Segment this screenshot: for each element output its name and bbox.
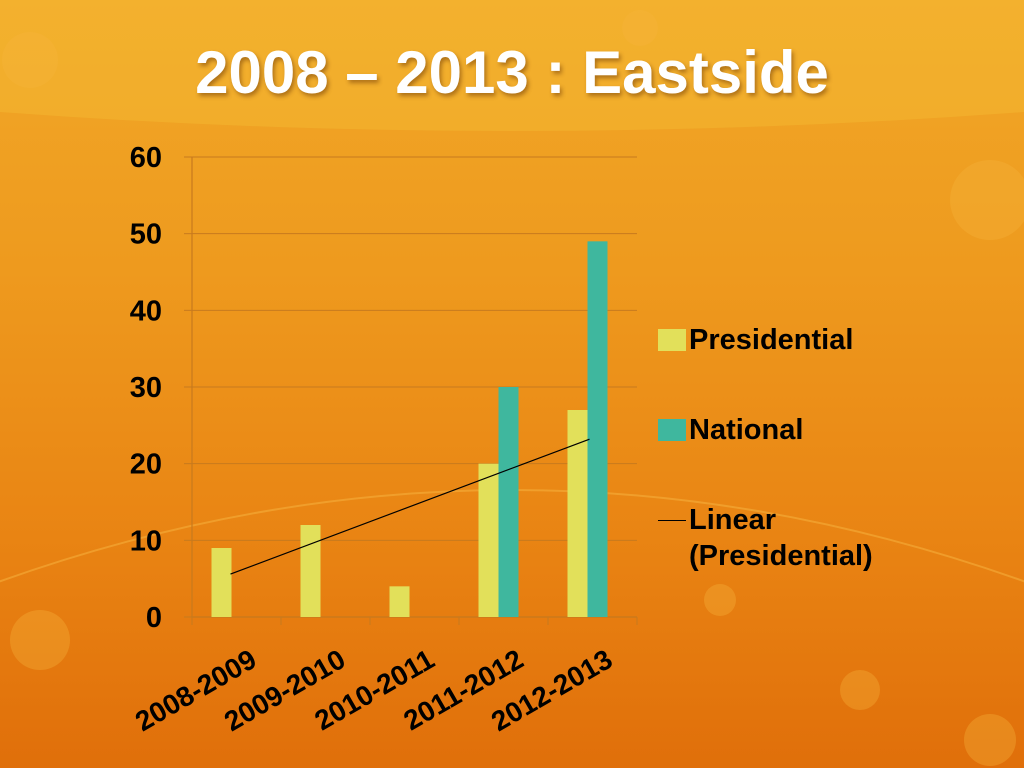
y-tick-label: 30 <box>130 372 162 404</box>
axes <box>191 157 638 625</box>
bar-presidential-2012-2013 <box>567 410 588 617</box>
y-axis-tick-labels: 0 10 20 30 40 50 60 <box>130 142 162 634</box>
bars <box>211 241 608 618</box>
x-axis-tick-labels: 2008-20092009-20102010-20112011-20122012… <box>130 643 617 737</box>
legend-label-linear: Linear (Presidential) <box>689 504 873 572</box>
bar-national-2011-2012 <box>498 387 519 617</box>
bar-presidential-2011-2012 <box>478 463 499 617</box>
legend-swatch-presidential <box>658 329 686 351</box>
legend-swatch-linear <box>658 520 686 521</box>
legend-swatch-national <box>658 419 686 441</box>
y-tick-label: 20 <box>130 449 162 481</box>
gridlines <box>184 156 637 618</box>
trendline-linear-presidential <box>230 438 590 575</box>
y-tick-label: 60 <box>130 142 162 174</box>
bar-presidential-2010-2011 <box>389 586 410 617</box>
y-tick-label: 10 <box>130 525 162 557</box>
page-title: 2008 – 2013 : Eastside <box>195 39 829 106</box>
trendline-layer <box>230 438 590 575</box>
bar-presidential-2008-2009 <box>211 548 232 617</box>
legend-label-presidential: Presidential <box>689 324 854 356</box>
y-tick-label: 40 <box>130 295 162 327</box>
legend-label-national: National <box>689 414 804 446</box>
y-tick-label: 0 <box>146 602 162 634</box>
bar-presidential-2009-2010 <box>300 525 321 617</box>
y-tick-label: 50 <box>130 219 162 251</box>
bar-national-2012-2013 <box>587 241 608 618</box>
